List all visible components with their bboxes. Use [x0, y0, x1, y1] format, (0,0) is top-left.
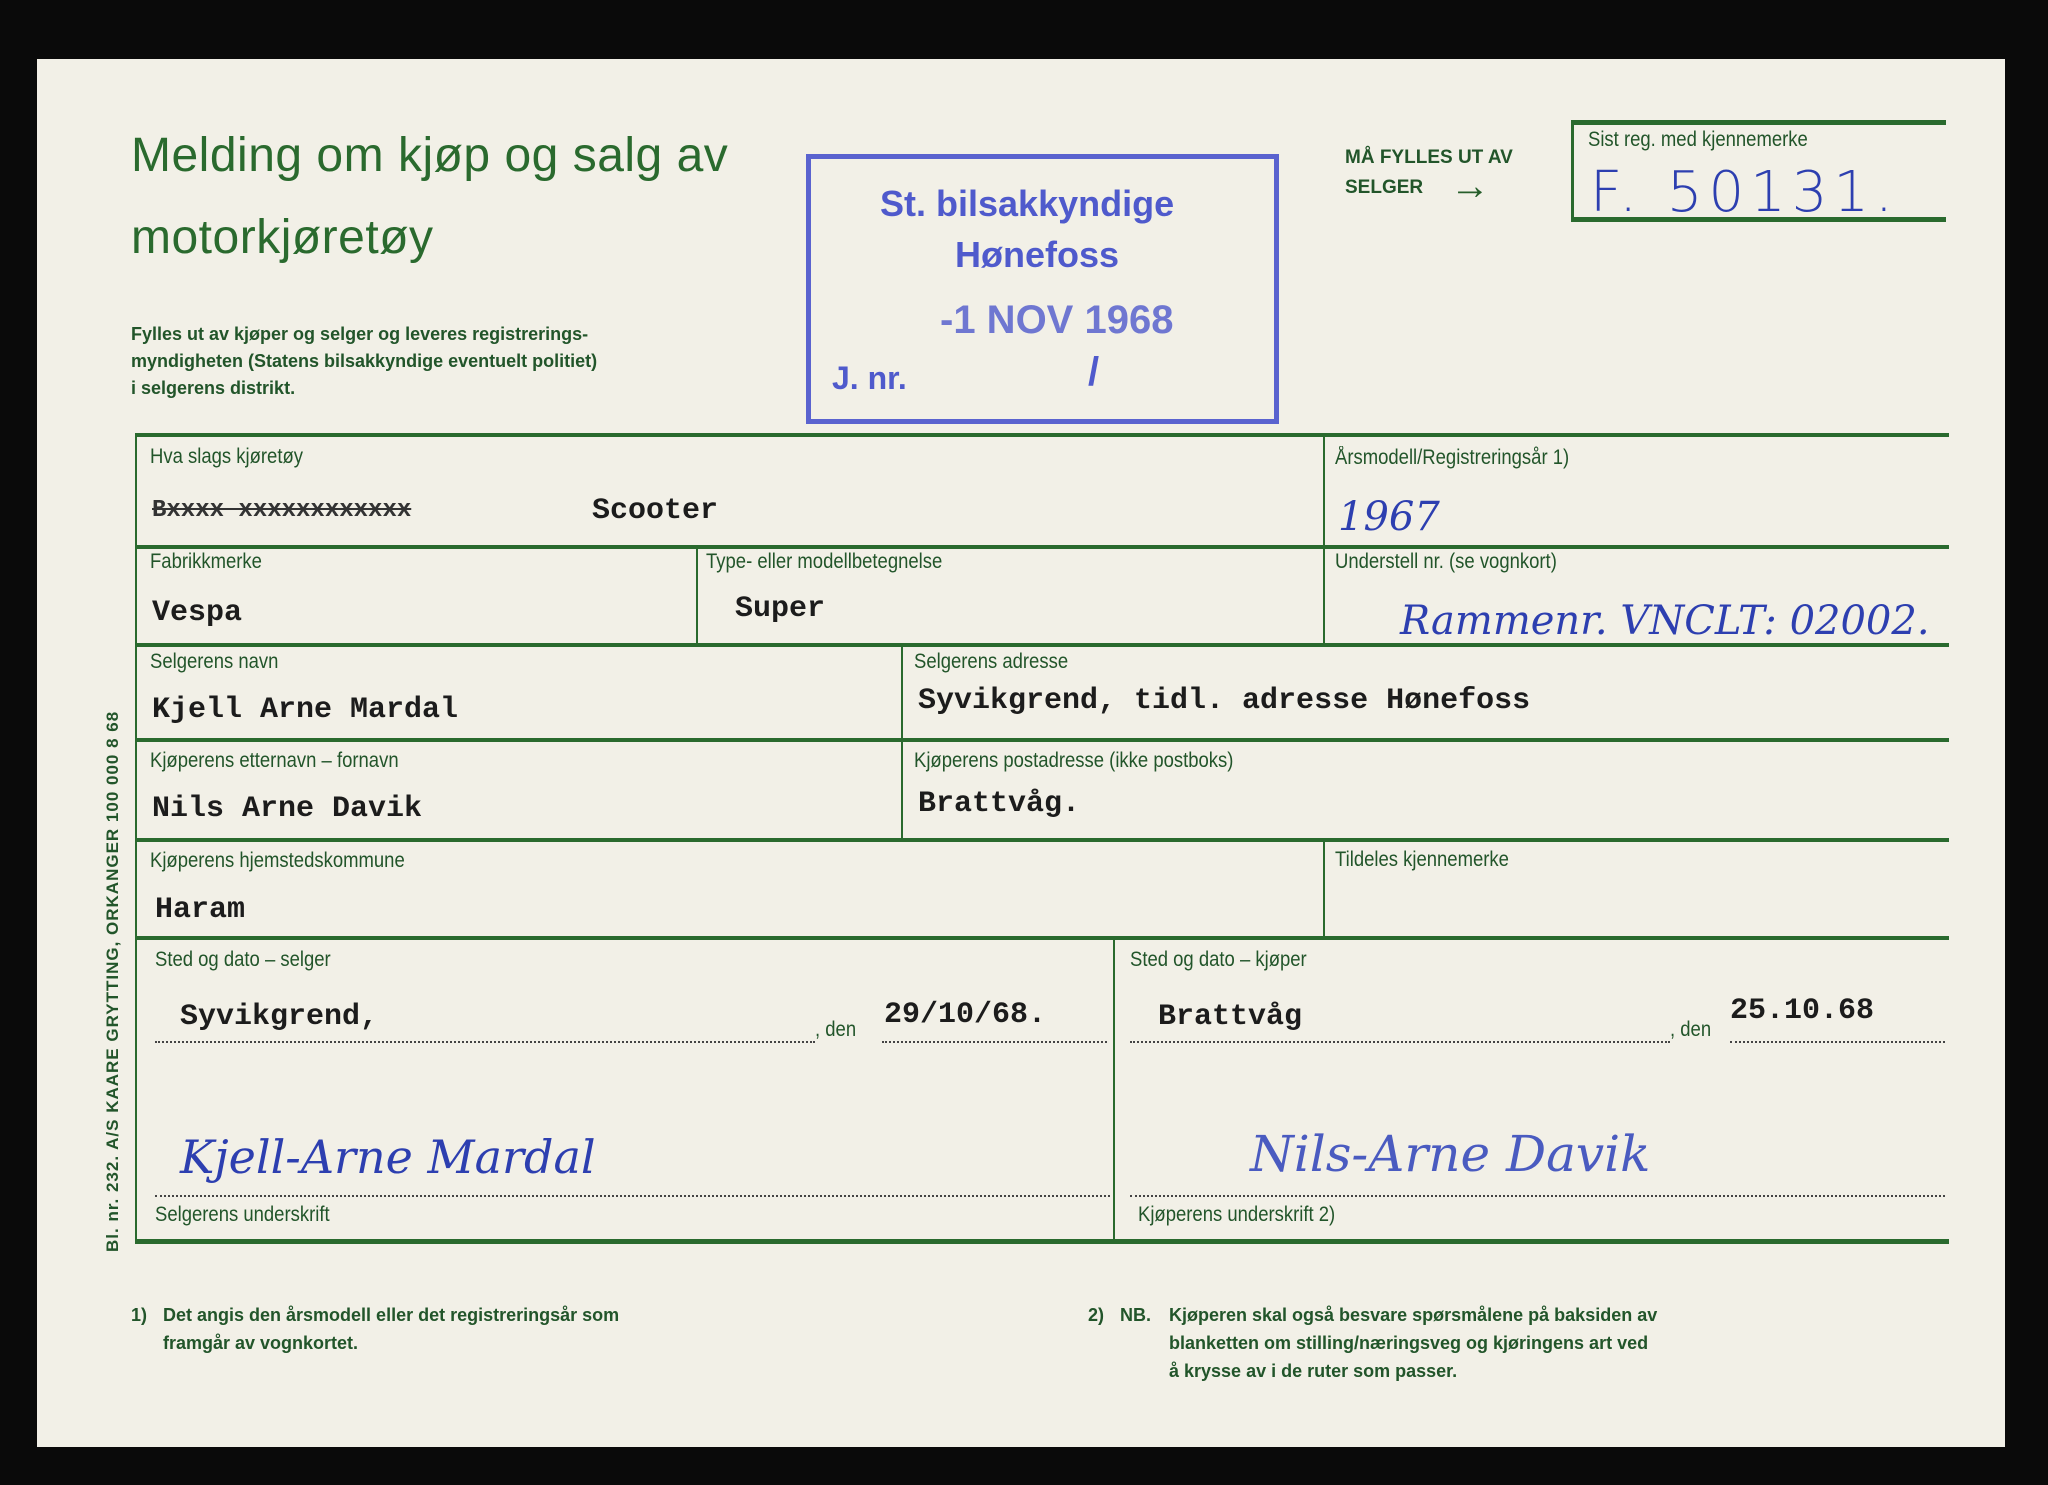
- seller-address-value[interactable]: Syvikgrend, tidl. adresse Hønefoss: [918, 684, 1531, 718]
- seller-name-label: Selgerens navn: [150, 650, 279, 673]
- model-year-value[interactable]: 1967: [1338, 494, 1440, 540]
- stamp-city: Hønefoss: [955, 234, 1120, 275]
- stamp-office: St. bilsakkyndige: [880, 183, 1175, 224]
- chassis-value[interactable]: Rammenr. VNCLT: 02002.: [1400, 598, 1930, 644]
- seller-note-line1: MÅ FYLLES UT AV: [1345, 147, 1513, 168]
- seller-date-value[interactable]: 29/10/68.: [884, 998, 1047, 1032]
- last-reg-label: Sist reg. med kjennemerke: [1588, 128, 1808, 151]
- seller-place-date-label: Sted og dato – selger: [155, 948, 331, 971]
- footnote2-line3: å krysse av i de ruter som passer.: [1169, 1361, 1458, 1381]
- vehicle-type-struck: Bxxxx xxxxxxxxxxxx: [152, 497, 412, 524]
- model-value[interactable]: Super: [735, 592, 826, 626]
- buyer-municipality-value[interactable]: Haram: [155, 893, 246, 927]
- side-print: Bl. nr. 232. A/S KAARE GRYTTING, ORKANGE…: [103, 710, 122, 1252]
- model-label: Type- eller modellbetegnelse: [706, 550, 943, 573]
- seller-signature[interactable]: Kjell-Arne Mardal: [180, 1130, 596, 1184]
- footnote2-line1: Kjøperen skal også besvare spørsmålene p…: [1169, 1305, 1658, 1325]
- stamp-date: -1 NOV 1968: [940, 298, 1174, 342]
- footnote2-line2: blanketten om stilling/næringsveg og kjø…: [1169, 1333, 1649, 1353]
- seller-address-label: Selgerens adresse: [914, 650, 1069, 673]
- assigned-plate-label: Tildeles kjennemerke: [1335, 848, 1509, 871]
- vehicle-type-value[interactable]: Scooter: [592, 494, 719, 528]
- seller-note-line2: SELGER: [1345, 177, 1424, 198]
- arrow-right-icon: →: [1450, 164, 1490, 208]
- form-paper: [37, 59, 2005, 1447]
- buyer-name-label: Kjøperens etternavn – fornavn: [150, 749, 399, 772]
- footnote2-number: 2): [1088, 1305, 1105, 1325]
- buyer-name-value[interactable]: Nils Arne Davik: [152, 792, 423, 826]
- buyer-address-label: Kjøperens postadresse (ikke postboks): [914, 749, 1234, 772]
- title-line1: Melding om kjøp og salg av: [131, 129, 729, 182]
- office-stamp: [806, 154, 1279, 424]
- buyer-address-value[interactable]: Brattvåg.: [918, 787, 1081, 821]
- seller-name-value[interactable]: Kjell Arne Mardal: [152, 693, 459, 727]
- title-line2: motorkjøretøy: [131, 211, 434, 264]
- seller-signature-label: Selgerens underskrift: [155, 1203, 330, 1226]
- make-value[interactable]: Vespa: [152, 596, 243, 630]
- chassis-label: Understell nr. (se vognkort): [1335, 550, 1557, 573]
- buyer-date-value[interactable]: 25.10.68: [1730, 994, 1875, 1028]
- seller-place-value[interactable]: Syvikgrend,: [180, 1000, 379, 1034]
- seller-den-label: , den: [815, 1018, 857, 1041]
- footnote1-line1: Det angis den årsmodell eller det regist…: [163, 1305, 620, 1325]
- instructions-line2: myndigheten (Statens bilsakkyndige event…: [131, 351, 598, 371]
- footnote1-line2: framgår av vognkortet.: [163, 1333, 359, 1353]
- last-reg-value: F. 50131.: [1590, 160, 1899, 225]
- buyer-place-value[interactable]: Brattvåg: [1158, 1000, 1303, 1034]
- model-year-label: Årsmodell/Registreringsår 1): [1335, 446, 1570, 469]
- buyer-den-label: , den: [1670, 1018, 1712, 1041]
- footnote1-number: 1): [131, 1305, 148, 1325]
- stamp-jnr-label: J. nr.: [832, 360, 907, 396]
- buyer-signature-label: Kjøperens underskrift 2): [1138, 1203, 1336, 1226]
- footnote2-prefix: NB.: [1120, 1305, 1151, 1325]
- buyer-place-date-label: Sted og dato – kjøper: [1130, 948, 1307, 971]
- buyer-municipality-label: Kjøperens hjemstedskommune: [150, 849, 405, 872]
- vehicle-type-label: Hva slags kjøretøy: [150, 445, 304, 468]
- make-label: Fabrikkmerke: [150, 550, 262, 573]
- instructions-line1: Fylles ut av kjøper og selger og leveres…: [131, 324, 589, 344]
- stamp-jnr-value: /: [1088, 350, 1100, 394]
- buyer-signature[interactable]: Nils-Arne Davik: [1250, 1125, 1651, 1183]
- instructions-line3: i selgerens distrikt.: [131, 378, 296, 398]
